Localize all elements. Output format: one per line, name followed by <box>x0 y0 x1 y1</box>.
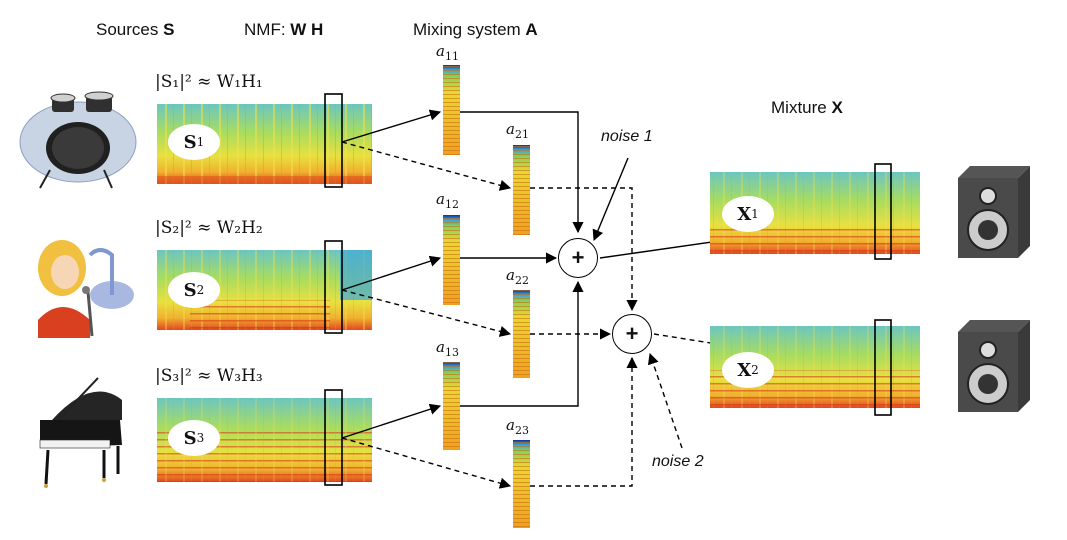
mixture-frame-highlight-1 <box>874 163 892 260</box>
coef-label-a13: a13 <box>436 338 459 359</box>
speaker-icon <box>958 166 1030 258</box>
nmf-approx-label-2: |S₂|² ≈ W₂H₂ <box>155 218 263 238</box>
singer-icon <box>38 240 134 338</box>
coef-label-a12: a12 <box>436 190 459 211</box>
coef-label-a22: a22 <box>506 266 529 287</box>
sources-header: Sources S <box>96 20 175 39</box>
mixer-2: + <box>612 314 652 354</box>
speaker-icon <box>958 320 1030 412</box>
coefficient-bars <box>443 65 530 528</box>
noise-label-2: noise 2 <box>652 453 704 470</box>
coef-label-a11: a11 <box>436 42 459 63</box>
noise-label-1: noise 1 <box>601 128 653 145</box>
mixture-frame-highlight-2 <box>874 319 892 416</box>
coef-label-a23: a23 <box>506 416 529 437</box>
source-to-coefficient-arrows <box>341 109 512 489</box>
mixing-system-header: Mixing system A <box>413 20 538 39</box>
frame-highlight-2 <box>324 240 343 334</box>
frame-highlight-1 <box>324 93 343 188</box>
mixture-header: Mixture X <box>771 98 843 117</box>
nmf-approx-label-3: |S₃|² ≈ W₃H₃ <box>155 366 263 386</box>
mixer-1: + <box>558 238 598 278</box>
coef-label-a21: a21 <box>506 120 529 141</box>
nmf-header: NMF: W H <box>244 20 324 39</box>
source-spectrogram-1 <box>157 104 372 184</box>
grand-piano-icon <box>39 377 122 488</box>
nmf-approx-label-1: |S₁|² ≈ W₁H₁ <box>155 72 263 92</box>
drum-kit-icon <box>19 91 137 189</box>
